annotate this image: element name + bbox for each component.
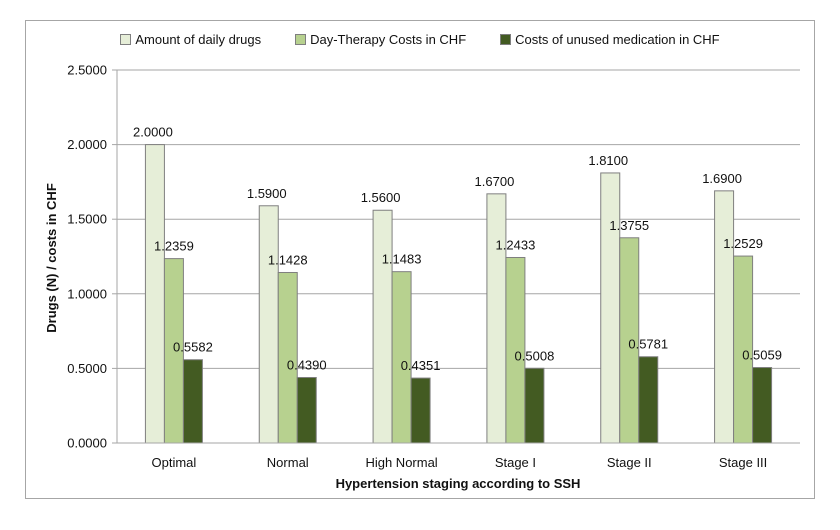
data-label-0-0: 2.0000 <box>133 125 173 140</box>
bar-0-3 <box>486 193 507 444</box>
data-label-2-2: 0.4351 <box>401 358 441 373</box>
data-label-2-5: 0.5059 <box>742 348 782 363</box>
x-tick-label: High Normal <box>365 455 437 470</box>
bar-0-4 <box>600 172 621 444</box>
bars <box>144 144 773 444</box>
y-tick-label: 1.0000 <box>67 286 107 301</box>
data-label-0-1: 1.5900 <box>247 186 287 201</box>
bar-0-2 <box>372 209 393 444</box>
y-tick-label: 2.0000 <box>67 137 107 152</box>
legend-swatch-daily-drugs <box>120 34 132 45</box>
x-axis-title: Hypertension staging according to SSH <box>336 476 581 491</box>
y-tick-label: 2.5000 <box>67 63 107 78</box>
legend-item-day-therapy-costs: Day-Therapy Costs in CHF <box>295 32 466 47</box>
data-label-1-5: 1.2529 <box>723 236 763 251</box>
y-axis-title: Drugs (N) / costs in CHF <box>44 183 59 333</box>
data-label-1-2: 1.1483 <box>382 252 422 267</box>
gridlines <box>117 69 800 369</box>
data-label-1-3: 1.2433 <box>496 237 536 252</box>
legend-item-daily-drugs: Amount of daily drugs <box>120 32 261 47</box>
legend-label-unused-medication: Costs of unused medication in CHF <box>515 32 720 47</box>
bar-0-5 <box>714 190 735 444</box>
y-tick-label: 0.0000 <box>67 436 107 451</box>
legend-label-daily-drugs: Amount of daily drugs <box>135 32 262 47</box>
y-axis: 0.0000 0.5000 1.0000 1.5000 2.0000 2.5000 <box>67 63 118 451</box>
data-labels: 2.0000 1.2359 0.5582 1.5900 1.1428 0.4390 1.56… <box>133 125 782 373</box>
data-label-1-1: 1.1428 <box>268 252 308 267</box>
data-label-0-2: 1.5600 <box>361 190 401 205</box>
bar-2-4 <box>638 356 659 444</box>
legend-swatch-day-therapy-costs <box>295 34 307 45</box>
data-label-1-0: 1.2359 <box>154 239 194 254</box>
data-label-0-5: 1.6900 <box>702 171 742 186</box>
data-label-2-1: 0.4390 <box>287 358 327 373</box>
bar-0-0 <box>144 144 165 444</box>
x-tick-label: Stage I <box>495 455 536 470</box>
bar-2-5 <box>752 367 773 444</box>
y-tick-label: 0.5000 <box>67 361 107 376</box>
data-label-2-3: 0.5008 <box>515 348 555 363</box>
bar-2-2 <box>410 377 431 444</box>
legend-swatch-unused-medication <box>500 34 512 45</box>
legend-item-unused-medication: Costs of unused medication in CHF <box>500 32 720 47</box>
bar-2-3 <box>524 367 545 444</box>
x-tick-label: Optimal <box>152 455 197 470</box>
x-tick-label: Stage II <box>607 455 652 470</box>
legend-label-day-therapy-costs: Day-Therapy Costs in CHF <box>310 32 467 47</box>
x-tick-label: Normal <box>267 455 309 470</box>
bar-2-1 <box>296 377 317 444</box>
data-label-2-0: 0.5582 <box>173 340 213 355</box>
data-label-2-4: 0.5781 <box>628 337 668 352</box>
y-tick-label: 1.5000 <box>67 212 107 227</box>
bar-0-1 <box>258 205 279 444</box>
bar-2-0 <box>182 359 203 444</box>
x-axis: Optimal Normal High Normal Stage I Stage II S… <box>117 442 800 470</box>
x-tick-label: Stage III <box>719 455 767 470</box>
data-label-0-4: 1.8100 <box>588 153 628 168</box>
legend: Amount of daily drugs Day-Therapy Costs … <box>0 32 840 47</box>
data-label-0-3: 1.6700 <box>475 174 515 189</box>
data-label-1-4: 1.3755 <box>609 218 649 233</box>
